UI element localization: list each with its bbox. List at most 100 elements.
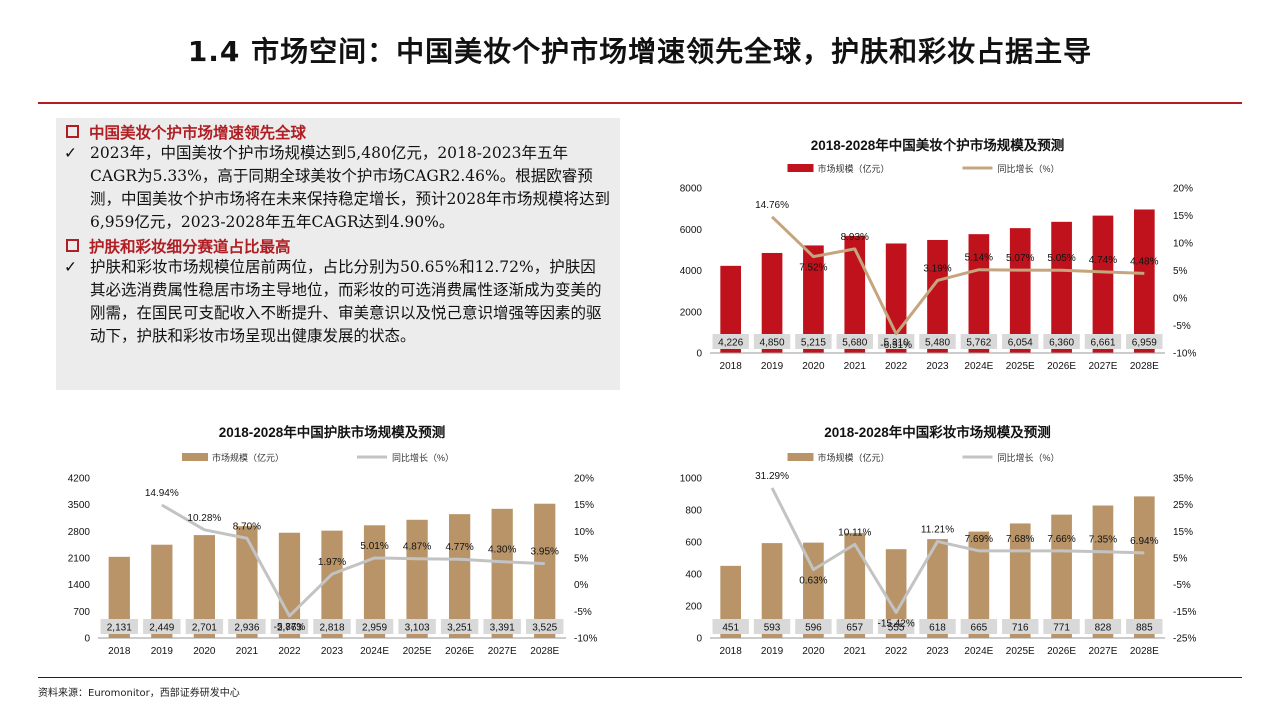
bar-label-box xyxy=(1126,334,1163,349)
y2-tick-label: 20% xyxy=(574,474,594,485)
bar-label-box xyxy=(355,619,394,634)
bar-value-label: 771 xyxy=(1053,623,1070,634)
growth-label: 14.94% xyxy=(145,488,179,499)
growth-label: 0.63% xyxy=(799,576,827,587)
bar-value-label: 555 xyxy=(888,623,905,634)
bar xyxy=(321,530,343,638)
x-tick-label: 2018 xyxy=(108,646,131,657)
growth-label: 4.77% xyxy=(445,542,473,553)
growth-line xyxy=(161,503,545,618)
page-title: 1.4 市场空间：中国美妆个护市场增速领先全球，护肤和彩妆占据主导 xyxy=(187,35,1093,68)
y-tick-label: 0 xyxy=(84,634,90,645)
bar xyxy=(151,544,173,638)
bar xyxy=(449,514,471,638)
chart-title: 2018-2028年中国彩妆市场规模及预测 xyxy=(824,424,1051,440)
legend-bar-label: 市场规模（亿元） xyxy=(212,452,284,463)
y2-tick-label: 5% xyxy=(1173,554,1188,565)
y2-tick-label: 10% xyxy=(1173,239,1193,250)
bar xyxy=(968,234,990,353)
bar-label-box xyxy=(398,619,436,634)
y2-tick-label: -10% xyxy=(1173,349,1196,360)
y-tick-label: 200 xyxy=(685,602,702,613)
y2-tick-label: 0% xyxy=(574,580,589,591)
bar-value-label: 6,959 xyxy=(1132,338,1157,349)
bar-value-label: 618 xyxy=(929,623,946,634)
growth-label: 3.95% xyxy=(531,547,559,558)
bar xyxy=(363,525,386,638)
bar-label-box xyxy=(270,619,309,634)
x-tick-label: 2028E xyxy=(1130,646,1159,657)
bar-value-label: 2,131 xyxy=(107,623,132,634)
legend-bar-swatch xyxy=(787,164,814,172)
growth-label: 7.69% xyxy=(965,534,993,545)
growth-line xyxy=(771,215,1145,336)
bar-value-label: 6,360 xyxy=(1049,338,1074,349)
bar-value-label: 3,103 xyxy=(405,623,430,634)
bar-label-box xyxy=(795,334,832,349)
bar-value-label: 885 xyxy=(1136,623,1153,634)
x-tick-label: 2024E xyxy=(360,646,389,657)
bar-value-label: 828 xyxy=(1095,623,1112,634)
legend-line-label: 同比增长（%） xyxy=(392,452,454,463)
y-tick-label: 8000 xyxy=(680,184,703,195)
growth-label: 3.19% xyxy=(923,263,951,274)
bar-label-box xyxy=(143,619,181,634)
y2-tick-label: 25% xyxy=(1173,500,1193,511)
bar-label-box xyxy=(1084,334,1122,349)
y-tick-label: 4000 xyxy=(680,266,703,277)
bar-value-label: 3,251 xyxy=(447,623,472,634)
y2-tick-label: 35% xyxy=(1173,474,1193,485)
y2-tick-label: -5% xyxy=(1173,580,1191,591)
bar-label-box xyxy=(100,619,138,634)
bar-value-label: 2,449 xyxy=(149,623,174,634)
x-tick-label: 2025E xyxy=(1006,646,1035,657)
growth-label: 4.87% xyxy=(403,542,431,553)
bar xyxy=(193,535,215,638)
legend-bar-label: 市场规模（亿元） xyxy=(818,452,890,463)
x-tick-label: 2018 xyxy=(720,646,743,657)
bar-value-label: 2,818 xyxy=(319,623,344,634)
y2-tick-label: 20% xyxy=(1173,184,1193,195)
x-tick-label: 2022 xyxy=(885,646,908,657)
bar xyxy=(803,245,824,353)
bar xyxy=(1133,209,1155,353)
growth-label: 7.35% xyxy=(1089,535,1117,546)
growth-label: 31.29% xyxy=(755,471,789,482)
y2-tick-label: -15% xyxy=(1173,607,1196,618)
bar-label-box xyxy=(228,619,266,634)
chart-title: 2018-2028年中国美妆个护市场规模及预测 xyxy=(811,137,1065,153)
source-note: 资料来源：Euromonitor，西部证券研发中心 xyxy=(38,688,240,699)
x-tick-label: 2021 xyxy=(236,646,259,657)
bar-label-box xyxy=(185,619,224,634)
growth-label: 8.93% xyxy=(841,232,869,243)
x-tick-label: 2023 xyxy=(926,361,949,372)
check-icon: ✓ xyxy=(64,258,77,276)
bar-label-box xyxy=(795,619,832,634)
bar-label-box xyxy=(960,619,998,634)
summary-text-box: 中国美妆个护市场增速领先全球 ✓ 2023年，中国美妆个护市场规模达到5,480… xyxy=(56,118,620,390)
check-icon: ✓ xyxy=(64,144,77,162)
growth-label: 4.30% xyxy=(488,545,516,556)
y2-tick-label: 0% xyxy=(1173,294,1188,305)
x-tick-label: 2019 xyxy=(151,646,174,657)
growth-label: 8.70% xyxy=(233,521,261,532)
bar-label-box xyxy=(526,619,564,634)
bar xyxy=(761,543,783,638)
x-tick-label: 2023 xyxy=(926,646,949,657)
square-bullet-icon xyxy=(66,125,79,138)
y2-tick-label: 15% xyxy=(1173,527,1193,538)
x-tick-label: 2021 xyxy=(844,646,867,657)
growth-label: 7.68% xyxy=(1006,534,1034,545)
y-tick-label: 3500 xyxy=(68,500,91,511)
section-body-2-text: 护肤和彩妆市场规模位居前两位，占比分别为50.65%和12.72%，护肤因其必选… xyxy=(90,258,602,345)
y2-tick-label: 15% xyxy=(574,500,594,511)
x-tick-label: 2022 xyxy=(885,361,908,372)
bar-label-box xyxy=(1126,619,1163,634)
bar-value-label: 3,525 xyxy=(532,623,557,634)
bar xyxy=(968,531,990,638)
bar-value-label: 451 xyxy=(722,623,739,634)
y-tick-label: 700 xyxy=(73,607,90,618)
